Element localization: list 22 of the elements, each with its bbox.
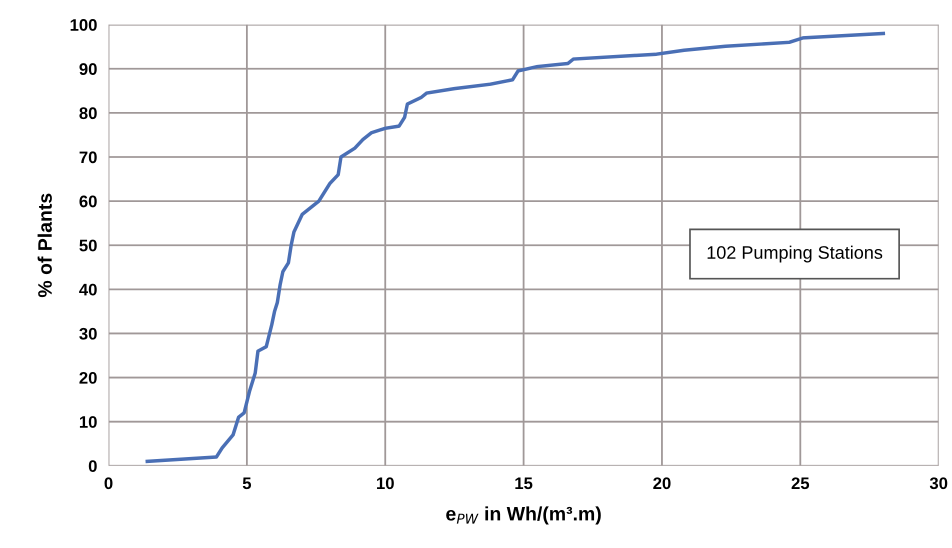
y-tick-label: 40 [79,284,97,296]
y-tick-label: 30 [79,328,97,340]
y-axis-title: % of Plants [38,194,52,298]
y-tick-label: 100 [70,19,97,31]
y-tick-label: 10 [80,416,97,428]
x-tick-label: 25 [792,477,810,490]
x-tick-label: 30 [930,477,948,490]
x-tick-label: 0 [104,477,112,490]
x-tick-label: 20 [653,477,671,490]
line-series [146,32,886,464]
annotation: 102 Pumping Stations [708,246,882,262]
x-tick-label: 5 [242,478,252,490]
y-tick-label: 20 [79,372,97,384]
y-tick-label: 90 [79,63,97,75]
x-tick-label: 10 [377,477,394,490]
x-tick-label: 15 [515,478,532,490]
y-tick-label: 80 [79,107,97,120]
y-tick-label: 70 [80,151,97,164]
y-tick-label: 0 [88,460,97,472]
y-tick-label: 60 [79,196,97,208]
y-tick-label: 50 [79,240,97,252]
x-axis-title: e$_{PW}$ in Wh/(m³.m) [446,506,601,524]
